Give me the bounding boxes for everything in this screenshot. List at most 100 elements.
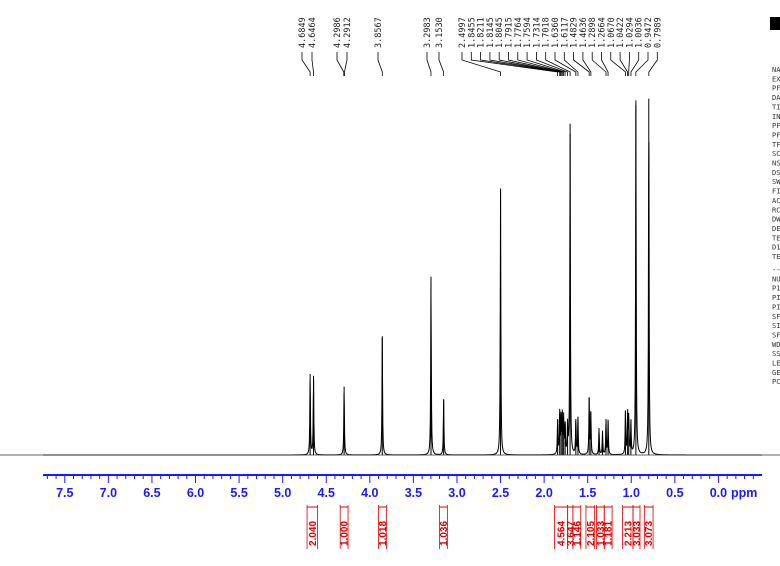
peak-label-connector [582,52,592,76]
parameter-label: SI [772,322,780,330]
peak-label: 1.0036 [635,17,645,48]
peak-label: 1.4636 [579,17,589,48]
parameter-label: SW [772,178,780,186]
axis-tick-label: 0.0 [710,486,727,500]
peak-label: 1.8145 [486,17,496,48]
parameter-label: D1 [772,244,780,252]
parameter-label: TI [772,103,780,111]
axis-tick-label: 6.5 [143,486,160,500]
peak-label: 1.8211 [477,17,487,48]
integral-value: 1.033 [596,521,607,546]
peak-label: 1.8045 [495,17,505,48]
parameter-label: DA [772,94,780,102]
axis-tick-label: 2.5 [492,486,509,500]
peak-label: 0.7989 [653,17,663,48]
axis-tick-label: 7.0 [100,486,117,500]
parameter-label: LE [772,360,780,368]
axis-tick-label: 2.0 [535,486,552,500]
peak-label-connector [498,52,562,76]
peak-label: 1.0294 [625,17,635,48]
parameter-label: EX [772,75,780,83]
integral-value: 1.181 [604,521,615,546]
peak-label-connector [461,52,501,76]
peak-label-connector [470,52,558,76]
parameter-column: NAEXPFDATIINPFPFTFSCNSDSSWFIACRCDWDETED1… [772,66,780,386]
parameter-label: -- [772,266,780,274]
peak-label: 1.7764 [514,17,524,48]
peak-label: 1.8455 [467,17,477,48]
peak-label: 4.6849 [298,17,308,48]
peak-label-connector [311,52,314,76]
integral-value: 1.000 [340,521,351,546]
parameter-label: SS [772,350,780,358]
peak-label: 3.1530 [435,17,445,48]
parameter-label: IN [772,113,780,121]
peak-label-connector [635,52,649,76]
peak-label: 1.2898 [588,17,598,48]
parameter-label: TE [772,234,780,242]
axis-tick-label: 1.5 [579,486,596,500]
integral-value: 1.146 [572,521,583,546]
integral-value: 3.033 [632,521,643,546]
peak-label: 1.2664 [598,17,608,48]
parameter-label: PF [772,122,780,130]
peak-label-connector [301,52,311,76]
peak-label: 4.6464 [308,17,318,48]
peak-label-connector [426,52,432,76]
peak-label: 2.4997 [458,17,468,48]
integral-value: 2.213 [623,521,634,546]
axis-tick-label: 4.0 [361,486,378,500]
axis-tick-label: 0.5 [666,486,683,500]
peak-label-connector [377,52,383,76]
parameter-label: TE [772,253,780,261]
parameter-label: WD [772,341,780,349]
axis-tick-label: 3.5 [405,486,422,500]
peak-label-connector [591,52,607,76]
axis-tick-label: 6.0 [187,486,204,500]
peak-label-connector [545,52,571,76]
parameter-label: NA [772,66,780,74]
spectrum-trace [43,105,762,456]
parameter-label: PI [772,294,780,302]
peak-label-connector [536,52,568,76]
parameter-label: RC [772,206,780,214]
parameter-label: DE [772,225,780,233]
peak-labels: 4.6849 4.6464 4.2986 4.2912 3.8567 3.2983 3.15… [298,17,663,48]
integral-value: 4.564 [557,521,568,546]
integral-value: 2.040 [308,521,319,546]
peak-label: 1.0670 [607,17,617,48]
parameter-label: PI [772,303,780,311]
peak-label-connector [344,52,348,76]
peak-label-connector [489,52,561,76]
peak-label-connector [619,52,628,76]
peak-label: 4.2986 [333,17,343,48]
ppm-axis: 7.5 7.0 6.5 6.0 5.5 5.0 4.5 4.0 3.5 3.0 2.5 2.0 1.5 1… [43,474,762,500]
axis-tick-label: 1.0 [623,486,640,500]
peak-label: 1.6117 [560,17,570,48]
peak-label-connector [573,52,590,76]
peak-label: 1.7314 [532,17,542,48]
integral-value: 1.036 [439,521,450,546]
peak-label-connectors [301,52,658,455]
parameter-label: FI [772,188,780,196]
integral-value: 3.647 [566,521,577,546]
peak-label-connector [526,52,566,76]
peak-label: 1.6360 [551,17,561,48]
peak-label-connector [610,52,626,76]
peak-label-connector [336,52,345,76]
parameter-label: DW [772,216,780,224]
peak-label: 0.9472 [644,17,654,48]
peak-label-connector [480,52,561,76]
parameter-label: PF [772,85,780,93]
parameter-label: SF [772,313,780,321]
parameter-label: AC [772,197,780,205]
peak-label: 1.4829 [570,17,580,48]
peak-label-connector [648,52,658,76]
axis-tick-label: 7.5 [56,486,73,500]
parameter-label: SF [772,331,780,339]
peak-label: 3.2983 [423,17,433,48]
parameter-label: GE [772,369,780,377]
parameter-label: SC [772,150,780,158]
peak-label-connector [554,52,577,76]
